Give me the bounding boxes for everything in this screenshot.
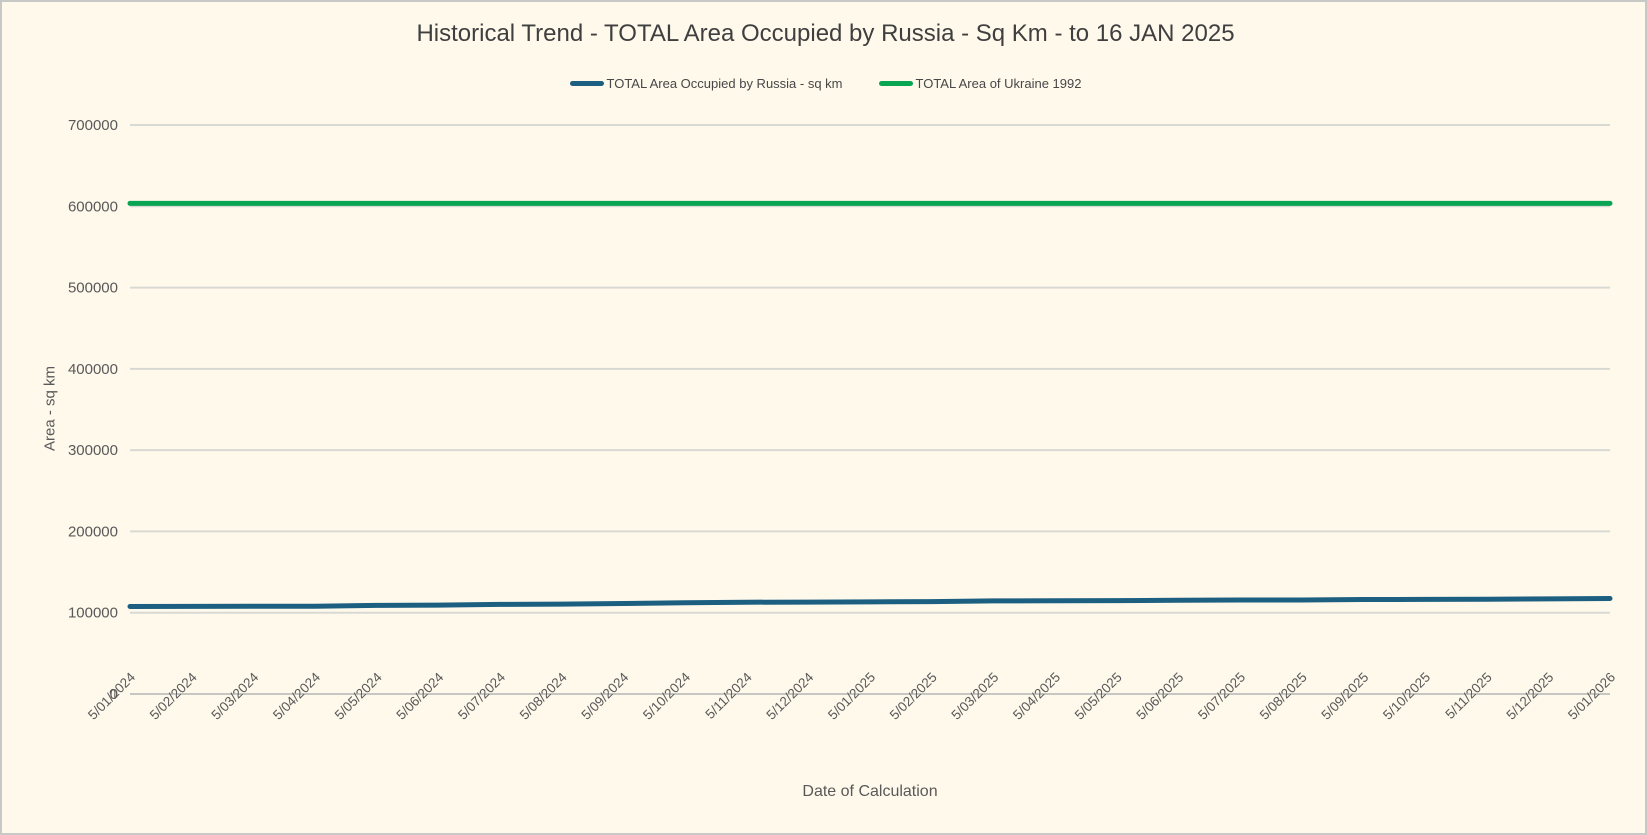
x-tick-label: 5/01/2025 [825,670,878,723]
x-tick-label: 5/11/2024 [702,669,755,722]
y-tick-label: 500000 [68,280,118,297]
x-tick-label: 5/10/2025 [1380,670,1433,723]
x-tick-label: 5/04/2024 [270,669,323,722]
x-tick-label: 5/03/2025 [948,670,1001,723]
x-tick-label: 5/07/2025 [1195,670,1248,723]
x-tick-label: 5/06/2025 [1133,670,1186,723]
x-tick-label: 5/11/2025 [1442,670,1494,722]
legend-item-occupied: TOTAL Area Occupied by Russia - sq km [569,76,843,91]
x-tick-label: 5/07/2024 [455,669,508,722]
x-tick-label: 5/01/2026 [1565,670,1618,723]
x-tick-label: 5/12/2024 [763,669,816,722]
x-tick-label: 5/09/2025 [1318,670,1371,723]
chart-title: Historical Trend - TOTAL Area Occupied b… [416,20,1235,47]
y-tick-label: 400000 [68,361,118,378]
x-tick-label: 5/05/2025 [1072,670,1125,723]
y-tick-label: 100000 [68,605,118,622]
x-tick-label: 5/02/2024 [147,669,200,722]
legend-item-ukraine: TOTAL Area of Ukraine 1992 [878,76,1082,91]
y-tick-label: 200000 [68,523,118,540]
series-line-occupied-area [127,595,1613,609]
y-tick-label: 0 [110,686,118,703]
x-tick-label: 5/04/2025 [1010,670,1063,723]
x-tick-label: 5/08/2025 [1257,670,1310,723]
x-tick-label: 5/06/2024 [393,669,446,722]
x-tick-label: 5/10/2024 [640,669,693,722]
legend-label-occupied: TOTAL Area Occupied by Russia - sq km [606,76,843,91]
legend: TOTAL Area Occupied by Russia - sq km TO… [2,76,1645,91]
x-tick-label: 5/12/2025 [1503,670,1556,723]
x-tick-label: 5/08/2024 [517,669,570,722]
x-tick-label: 5/09/2024 [578,669,631,722]
legend-swatch-ukraine [878,81,913,86]
y-tick-label: 600000 [68,198,118,215]
legend-swatch-occupied [569,81,604,86]
y-tick-label: 700000 [68,117,118,134]
x-tick-label: 5/01/2024 [85,669,138,722]
x-tick-label: 5/02/2025 [887,670,940,723]
legend-label-ukraine: TOTAL Area of Ukraine 1992 [915,76,1082,91]
x-tick-label: 5/03/2024 [208,669,261,722]
y-tick-label: 300000 [68,442,118,459]
x-axis-title: Date of Calculation [802,783,938,800]
x-tick-label: 5/05/2024 [332,669,385,722]
